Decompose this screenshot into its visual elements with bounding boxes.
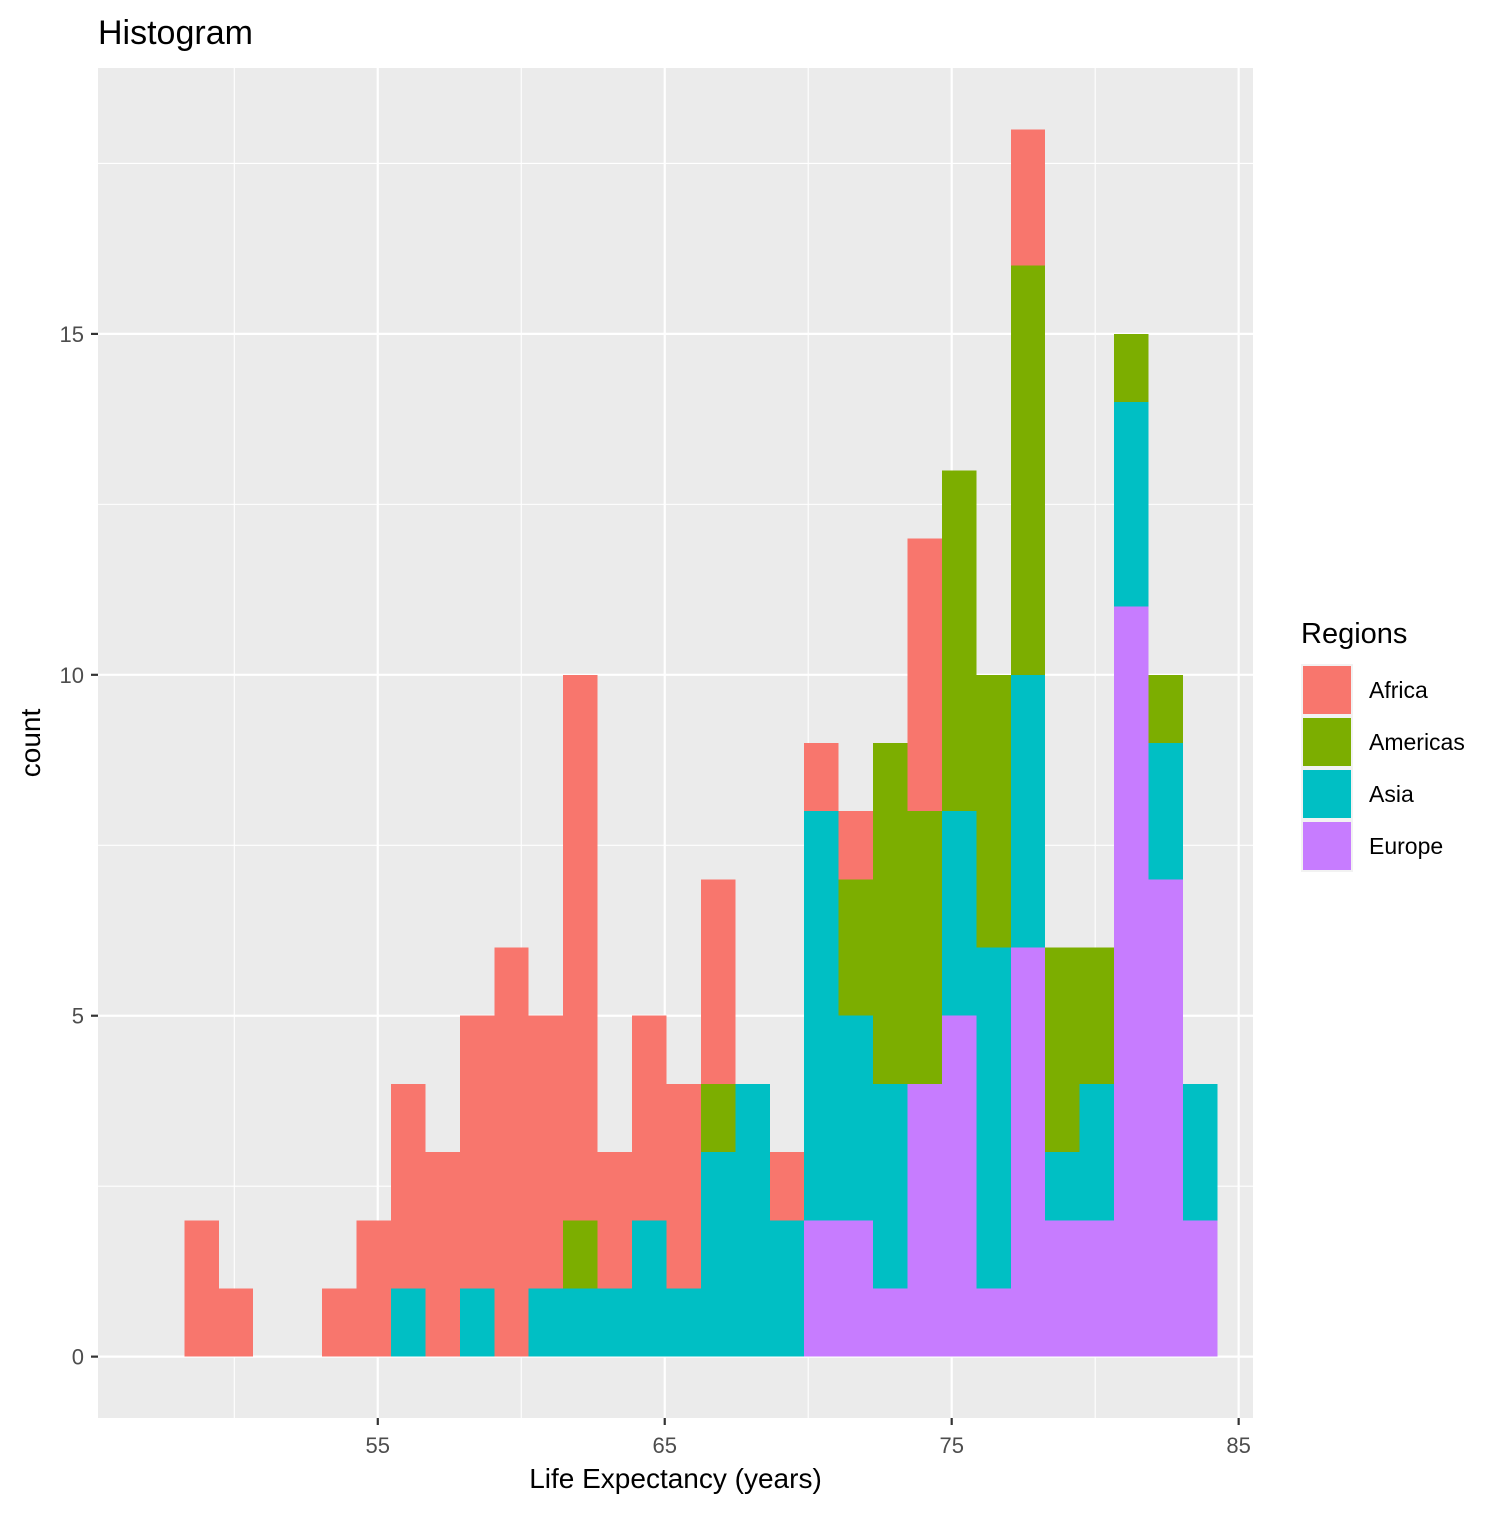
x-tick-label: 65 [652, 1433, 676, 1458]
bar-americas-bin-27 [1114, 333, 1149, 403]
bar-africa-bin-11 [563, 674, 598, 1221]
bar-africa-bin-13 [632, 1015, 667, 1221]
legend-title: Regions [1301, 618, 1407, 650]
bar-africa-bin-5 [356, 1220, 391, 1357]
y-tick-label: 10 [60, 663, 84, 688]
bar-asia-bin-18 [804, 811, 839, 1221]
bar-europe-bin-28 [1148, 879, 1183, 1357]
bar-africa-bin-1 [218, 1288, 254, 1357]
bar-asia-bin-19 [838, 1015, 874, 1221]
y-tick-label: 15 [60, 322, 84, 347]
x-tick-label: 85 [1226, 1433, 1250, 1458]
bar-africa-bin-8 [459, 1015, 495, 1289]
legend-swatch-africa [1303, 666, 1351, 714]
bar-africa-bin-18 [804, 743, 839, 812]
bar-asia-bin-14 [666, 1288, 701, 1357]
bar-asia-bin-6 [390, 1288, 426, 1357]
legend-label-americas: Americas [1369, 729, 1465, 755]
y-tick-label: 0 [72, 1345, 84, 1370]
bar-europe-bin-20 [873, 1288, 908, 1357]
x-tick-label: 55 [366, 1433, 390, 1458]
bar-africa-bin-17 [769, 1152, 805, 1221]
bar-europe-bin-23 [976, 1288, 1011, 1357]
bar-africa-bin-6 [390, 1083, 426, 1289]
bar-americas-bin-11 [563, 1220, 598, 1289]
x-tick-label: 75 [939, 1433, 963, 1458]
legend-label-asia: Asia [1369, 781, 1414, 807]
legend-swatch-asia [1303, 770, 1351, 818]
legend-swatch-europe [1303, 822, 1351, 870]
bar-asia-bin-23 [976, 947, 1011, 1289]
y-axis: 0 5 10 15 [60, 322, 98, 1370]
bar-asia-bin-15 [700, 1152, 736, 1357]
bar-africa-bin-10 [528, 1015, 564, 1289]
bar-americas-bin-28 [1148, 674, 1183, 743]
bar-europe-bin-29 [1182, 1220, 1218, 1357]
bar-asia-bin-16 [735, 1083, 770, 1357]
chart-title: Histogram [98, 14, 253, 52]
bar-asia-bin-29 [1182, 1083, 1218, 1221]
bar-africa-bin-21 [907, 538, 942, 812]
bar-americas-bin-20 [873, 743, 908, 1084]
bar-americas-bin-19 [838, 879, 874, 1016]
x-axis-title: Life Expectancy (years) [529, 1463, 822, 1494]
bar-asia-bin-11 [563, 1288, 598, 1357]
x-axis: 55 65 75 85 [366, 1418, 1251, 1458]
legend-swatch-americas [1303, 718, 1351, 766]
bar-americas-bin-24 [1010, 265, 1046, 675]
bar-americas-bin-26 [1079, 947, 1115, 1084]
bar-asia-bin-13 [632, 1220, 667, 1357]
bar-americas-bin-15 [700, 1083, 736, 1153]
bar-africa-bin-0 [184, 1220, 219, 1357]
bar-asia-bin-22 [941, 811, 977, 1016]
bar-europe-bin-19 [838, 1220, 874, 1357]
bar-asia-bin-17 [769, 1220, 805, 1357]
bar-europe-bin-26 [1079, 1220, 1115, 1357]
bar-americas-bin-22 [941, 470, 977, 812]
y-tick-label: 5 [72, 1004, 84, 1029]
bar-africa-bin-7 [425, 1152, 460, 1357]
bar-asia-bin-26 [1079, 1083, 1115, 1221]
bars-layer [184, 129, 1218, 1357]
bar-europe-bin-22 [941, 1015, 977, 1357]
legend-label-africa: Africa [1369, 677, 1428, 703]
bar-europe-bin-18 [804, 1220, 839, 1357]
bar-americas-bin-25 [1045, 947, 1080, 1153]
bar-asia-bin-8 [459, 1288, 495, 1357]
y-axis-title: count [15, 709, 46, 778]
bar-africa-bin-9 [494, 947, 529, 1357]
bar-africa-bin-19 [838, 811, 874, 880]
legend: Regions Africa Americas Asia Europe [1301, 618, 1465, 872]
legend-label-europe: Europe [1369, 833, 1443, 859]
bar-europe-bin-21 [907, 1083, 942, 1357]
bar-africa-bin-14 [666, 1083, 701, 1289]
bar-asia-bin-27 [1114, 402, 1149, 607]
bar-americas-bin-21 [907, 811, 942, 1084]
bar-asia-bin-24 [1010, 674, 1046, 948]
bar-africa-bin-15 [700, 879, 736, 1084]
bar-africa-bin-12 [597, 1152, 633, 1289]
bar-asia-bin-12 [597, 1288, 633, 1357]
bar-africa-bin-4 [322, 1288, 357, 1357]
bar-europe-bin-27 [1114, 606, 1149, 1357]
bar-americas-bin-23 [976, 674, 1011, 948]
bar-asia-bin-25 [1045, 1152, 1080, 1221]
bar-africa-bin-24 [1010, 129, 1046, 266]
bar-europe-bin-24 [1010, 947, 1046, 1357]
bar-asia-bin-10 [528, 1288, 564, 1357]
bar-asia-bin-28 [1148, 743, 1183, 880]
legend-items: Africa Americas Asia Europe [1301, 664, 1465, 872]
bar-asia-bin-20 [873, 1083, 908, 1289]
bar-europe-bin-25 [1045, 1220, 1080, 1357]
